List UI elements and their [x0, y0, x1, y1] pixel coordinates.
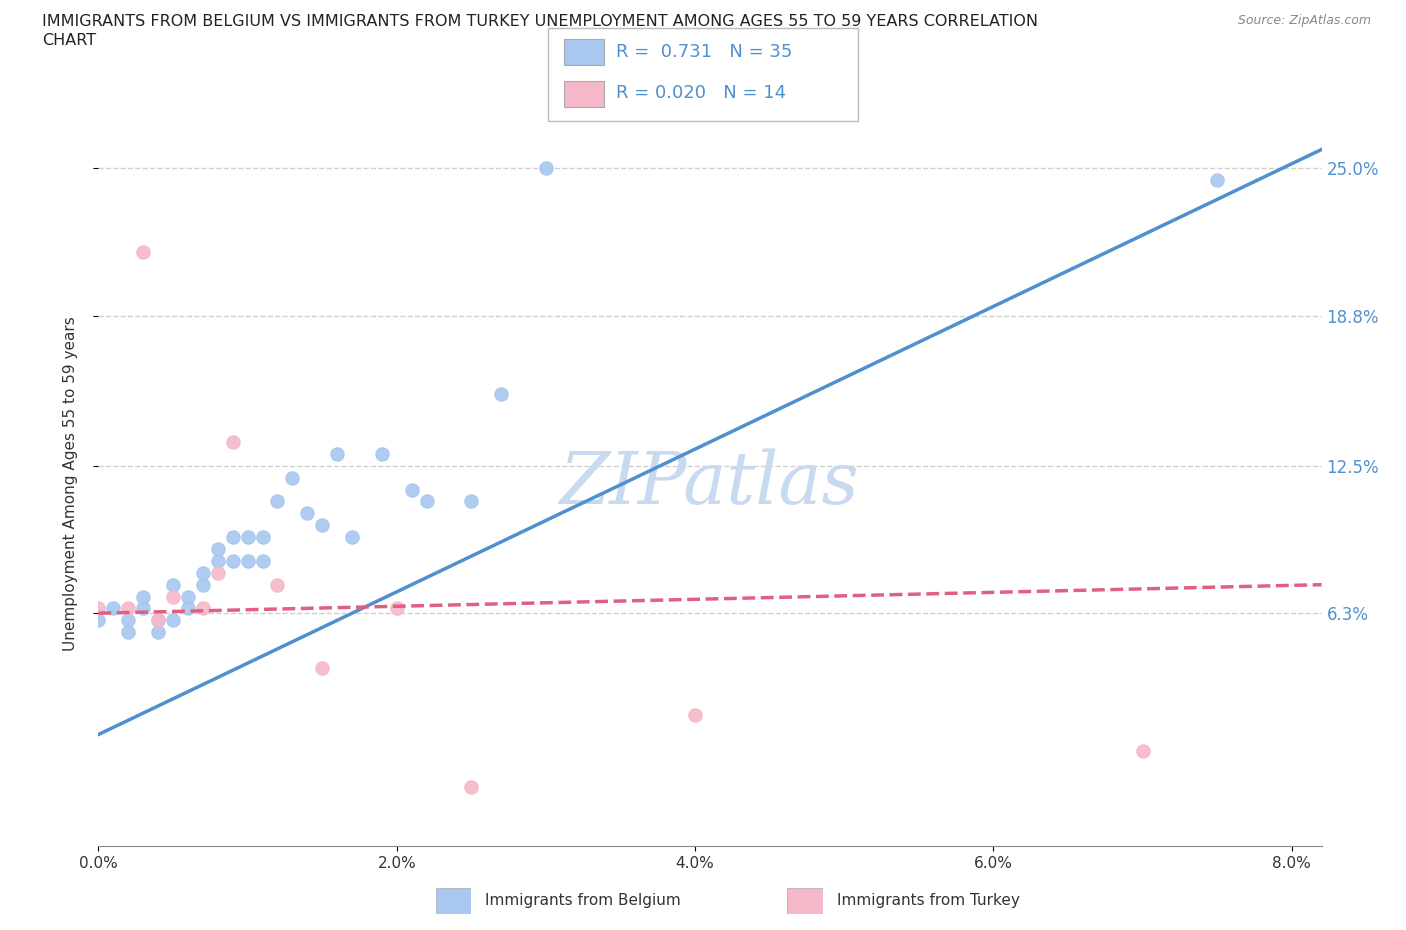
Text: CHART: CHART	[42, 33, 96, 47]
Point	[297, 506, 319, 521]
Point	[132, 589, 155, 604]
Point	[371, 446, 394, 461]
Point	[117, 625, 139, 640]
Point	[266, 578, 288, 592]
FancyBboxPatch shape	[564, 39, 605, 65]
Text: Source: ZipAtlas.com: Source: ZipAtlas.com	[1237, 14, 1371, 27]
Point	[252, 530, 274, 545]
Point	[177, 589, 200, 604]
Text: Immigrants from Belgium: Immigrants from Belgium	[485, 893, 681, 908]
Point	[460, 779, 482, 794]
Point	[207, 553, 229, 568]
FancyBboxPatch shape	[564, 81, 605, 107]
Point	[191, 565, 214, 580]
Point	[415, 494, 437, 509]
Point	[1206, 173, 1229, 188]
Point	[191, 601, 214, 616]
Y-axis label: Unemployment Among Ages 55 to 59 years: Unemployment Among Ages 55 to 59 years	[63, 316, 77, 651]
Point	[1132, 744, 1154, 759]
Point	[207, 541, 229, 556]
Point	[311, 660, 333, 675]
Point	[221, 530, 243, 545]
Text: IMMIGRANTS FROM BELGIUM VS IMMIGRANTS FROM TURKEY UNEMPLOYMENT AMONG AGES 55 TO : IMMIGRANTS FROM BELGIUM VS IMMIGRANTS FR…	[42, 14, 1038, 29]
Point	[489, 387, 512, 402]
Point	[460, 494, 482, 509]
Point	[103, 601, 125, 616]
Point	[311, 518, 333, 533]
Point	[132, 245, 155, 259]
Point	[326, 446, 349, 461]
Text: R = 0.020   N = 14: R = 0.020 N = 14	[616, 85, 786, 102]
Point	[162, 578, 184, 592]
Text: ZIPatlas: ZIPatlas	[560, 448, 860, 519]
Point	[177, 601, 200, 616]
Point	[87, 613, 110, 628]
Point	[683, 708, 706, 723]
Point	[207, 565, 229, 580]
Point	[146, 625, 169, 640]
Point	[162, 613, 184, 628]
Point	[221, 434, 243, 449]
Point	[87, 601, 110, 616]
Point	[146, 613, 169, 628]
FancyBboxPatch shape	[436, 888, 471, 914]
Point	[221, 553, 243, 568]
Point	[534, 161, 557, 176]
Point	[236, 530, 259, 545]
Point	[117, 601, 139, 616]
Point	[266, 494, 288, 509]
FancyBboxPatch shape	[548, 28, 858, 121]
Point	[146, 613, 169, 628]
Point	[385, 601, 408, 616]
Text: R =  0.731   N = 35: R = 0.731 N = 35	[616, 43, 793, 60]
Point	[401, 482, 423, 497]
Point	[236, 553, 259, 568]
Point	[162, 589, 184, 604]
Point	[340, 530, 363, 545]
Point	[252, 553, 274, 568]
FancyBboxPatch shape	[787, 888, 823, 914]
Point	[132, 601, 155, 616]
Point	[191, 578, 214, 592]
Point	[281, 471, 304, 485]
Text: Immigrants from Turkey: Immigrants from Turkey	[837, 893, 1019, 908]
Point	[117, 613, 139, 628]
